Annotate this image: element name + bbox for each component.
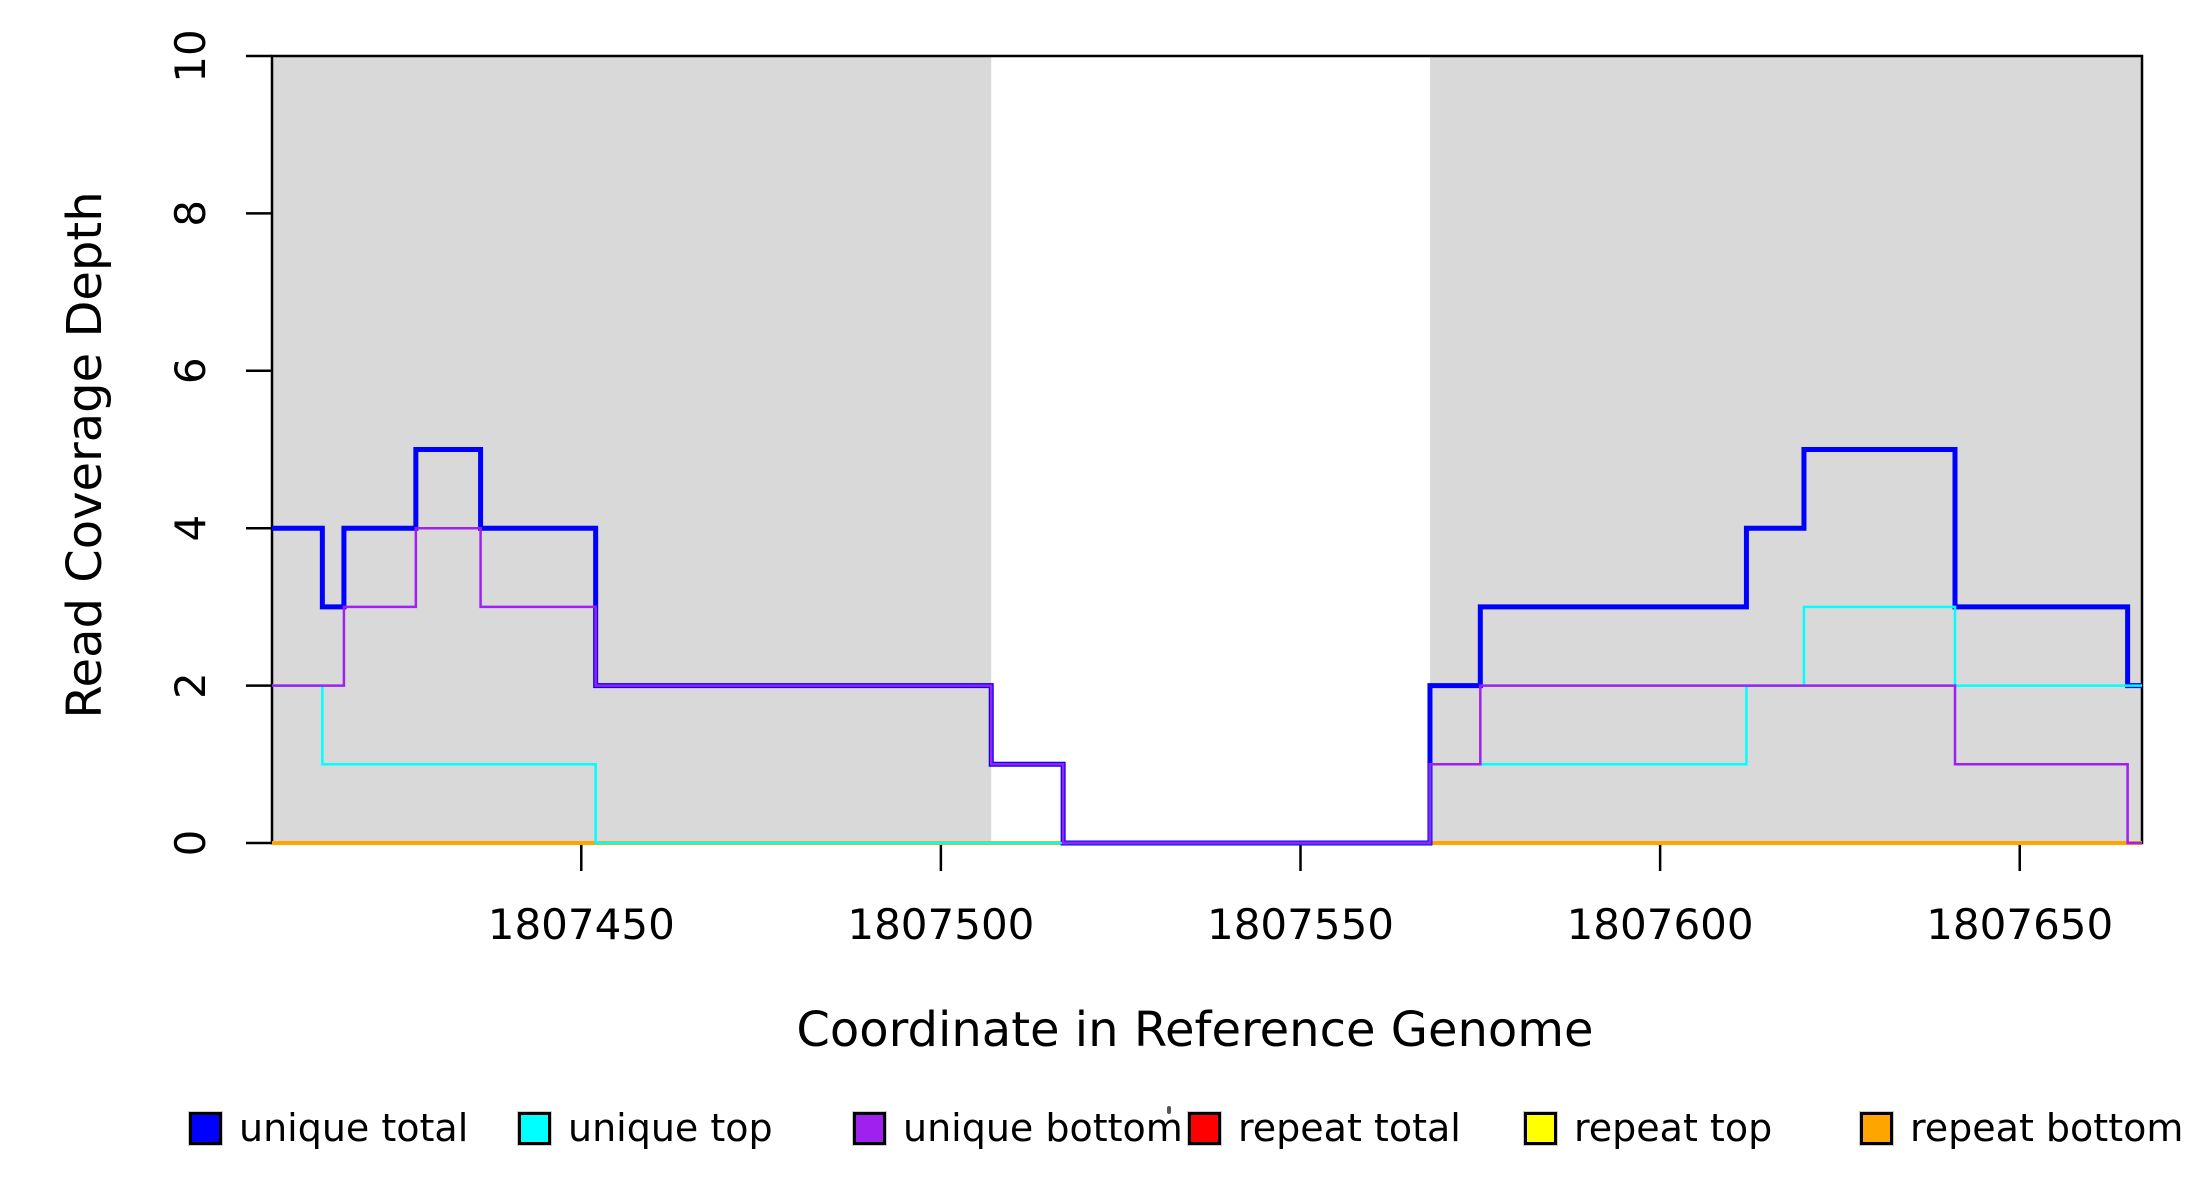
legend-swatch-icon [1524, 1111, 1557, 1145]
legend-swatch-icon [518, 1111, 551, 1145]
y-tick-label: 8 [166, 200, 215, 227]
x-tick-label: 1807550 [1207, 900, 1394, 949]
legend-swatch-icon [1188, 1111, 1221, 1145]
legend-swatch-icon [1860, 1111, 1893, 1145]
shaded-region-1 [272, 56, 992, 843]
series-line-unique-bottom [272, 526, 2142, 845]
legend-swatch-icon [189, 1111, 222, 1145]
y-tick-label: 10 [166, 29, 215, 82]
legend-item-repeat-total: repeat total [1188, 1108, 1461, 1148]
series-line-unique-top [272, 605, 2142, 845]
legend-item-repeat-top: repeat top [1524, 1108, 1772, 1148]
y-tick-label: 2 [166, 672, 215, 699]
legend-label: unique top [568, 1106, 773, 1150]
legend-label: unique total [239, 1106, 469, 1150]
y-tick-label: 4 [166, 515, 215, 542]
x-tick-label: 1807600 [1567, 900, 1754, 949]
legend-label: unique bottom [903, 1106, 1183, 1150]
legend-label: repeat total [1238, 1106, 1461, 1150]
y-tick-label: 6 [166, 357, 215, 384]
stray-dot-artifact [1167, 1106, 1171, 1114]
x-tick-label: 1807500 [847, 900, 1034, 949]
legend-item-unique-total: unique total [189, 1108, 468, 1148]
legend-label: repeat top [1574, 1106, 1773, 1150]
x-tick-label: 1807650 [1926, 900, 2113, 949]
y-axis-title: Read Coverage Depth [57, 191, 113, 719]
legend-item-unique-top: unique top [518, 1108, 773, 1148]
y-tick-label: 0 [166, 830, 215, 857]
x-tick-label: 1807450 [488, 900, 675, 949]
shaded-region-2 [1429, 56, 2142, 843]
legend-item-unique-bottom: unique bottom [853, 1108, 1183, 1148]
legend-label: repeat bottom [1910, 1106, 2184, 1150]
x-axis-title: Coordinate in Reference Genome [796, 1002, 1594, 1058]
legend-swatch-icon [853, 1111, 886, 1145]
legend-item-repeat-bottom: repeat bottom [1860, 1108, 2183, 1148]
